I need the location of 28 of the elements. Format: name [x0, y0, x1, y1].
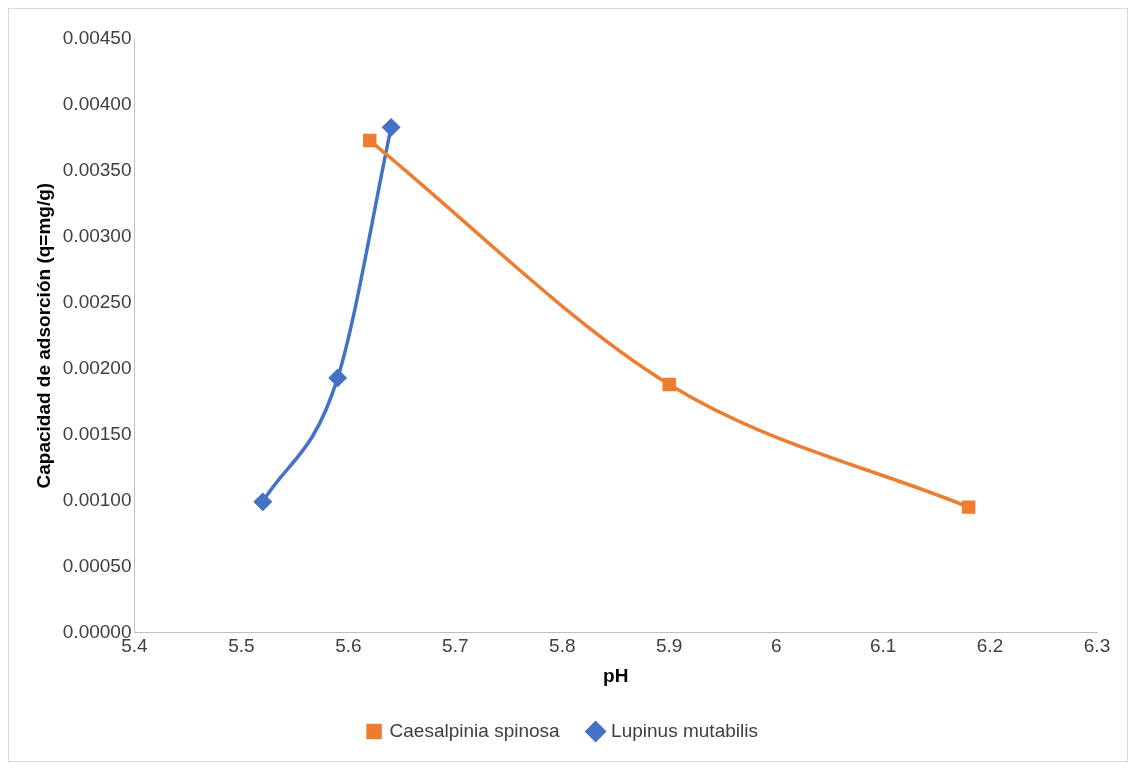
x-tick-label: 5.6 — [335, 635, 362, 657]
x-tick-label: 5.5 — [228, 635, 255, 657]
legend-label: Lupinus mutabilis — [611, 719, 758, 741]
x-tick-label: 5.7 — [442, 635, 469, 657]
y-tick-label: 0.00450 — [62, 27, 132, 49]
x-tick-label: 5.8 — [549, 635, 576, 657]
y-tick-label: 0.00250 — [62, 290, 132, 312]
y-axis-title: Capacidad de adsorción (q=mg/g) — [32, 182, 54, 489]
y-tick-label: 0.00300 — [62, 225, 132, 247]
point — [662, 377, 676, 392]
y-tick-label: 0.00350 — [62, 159, 132, 181]
x-tick-label: 6.3 — [1083, 635, 1111, 657]
y-tick-label: 0.00150 — [62, 422, 132, 444]
y-tick-label: 0.00400 — [62, 93, 132, 115]
x-axis-title: pH — [603, 664, 629, 686]
point — [382, 118, 400, 137]
x-tick-label: 6.1 — [869, 635, 897, 657]
x-tick-label: 5.9 — [656, 635, 683, 657]
point — [328, 369, 347, 387]
point — [254, 493, 272, 511]
y-tick-label: 0.00050 — [62, 554, 132, 576]
legend-label: Caesalpinia spinosa — [389, 719, 561, 741]
x-tick-label: 6.2 — [976, 635, 1004, 657]
y-tick-label: 0.00200 — [62, 356, 132, 378]
point — [961, 500, 976, 514]
y-tick-label: 0.00100 — [62, 488, 132, 510]
x-tick-label: 6 — [770, 635, 782, 657]
point — [363, 133, 377, 148]
